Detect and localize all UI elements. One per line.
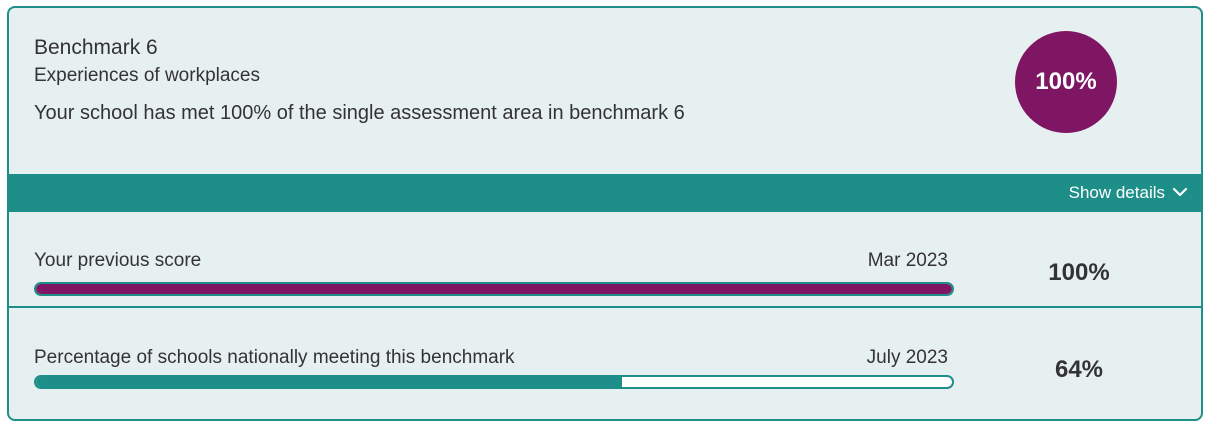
previous-score-row: Your previous score Mar 2023 100% xyxy=(9,212,1201,308)
benchmark-score-badge: 100% xyxy=(1015,31,1117,133)
previous-score-progress-fill xyxy=(36,284,952,294)
previous-score-value: 100% xyxy=(1048,259,1110,286)
chevron-down-icon[interactable] xyxy=(1171,183,1189,201)
previous-score-label: Your previous score xyxy=(34,250,202,271)
benchmark-score-value: 100% xyxy=(1035,68,1097,95)
national-percentage-row: Percentage of schools nationally meeting… xyxy=(9,310,1201,419)
benchmark-title: Benchmark 6 xyxy=(34,36,158,59)
show-details-label[interactable]: Show details xyxy=(1068,183,1165,202)
national-percentage-value: 64% xyxy=(1054,356,1104,383)
national-percentage-progress-fill xyxy=(36,377,623,387)
benchmark-card: Benchmark 6 Experiences of workplaces Yo… xyxy=(7,6,1203,421)
national-percentage-date: July 2023 xyxy=(866,347,948,368)
previous-score-date: Mar 2023 xyxy=(867,250,948,271)
national-percentage-label: Percentage of schools nationally meeting… xyxy=(34,347,515,368)
benchmark-description: Your school has met 100% of the single a… xyxy=(34,102,685,124)
show-details-toggle[interactable]: Show details xyxy=(9,174,1201,212)
benchmark-subtitle: Experiences of workplaces xyxy=(34,65,260,86)
previous-score-progress-bar xyxy=(34,282,954,296)
national-percentage-progress-bar xyxy=(34,375,954,389)
benchmark-header: Benchmark 6 Experiences of workplaces Yo… xyxy=(9,8,1201,174)
